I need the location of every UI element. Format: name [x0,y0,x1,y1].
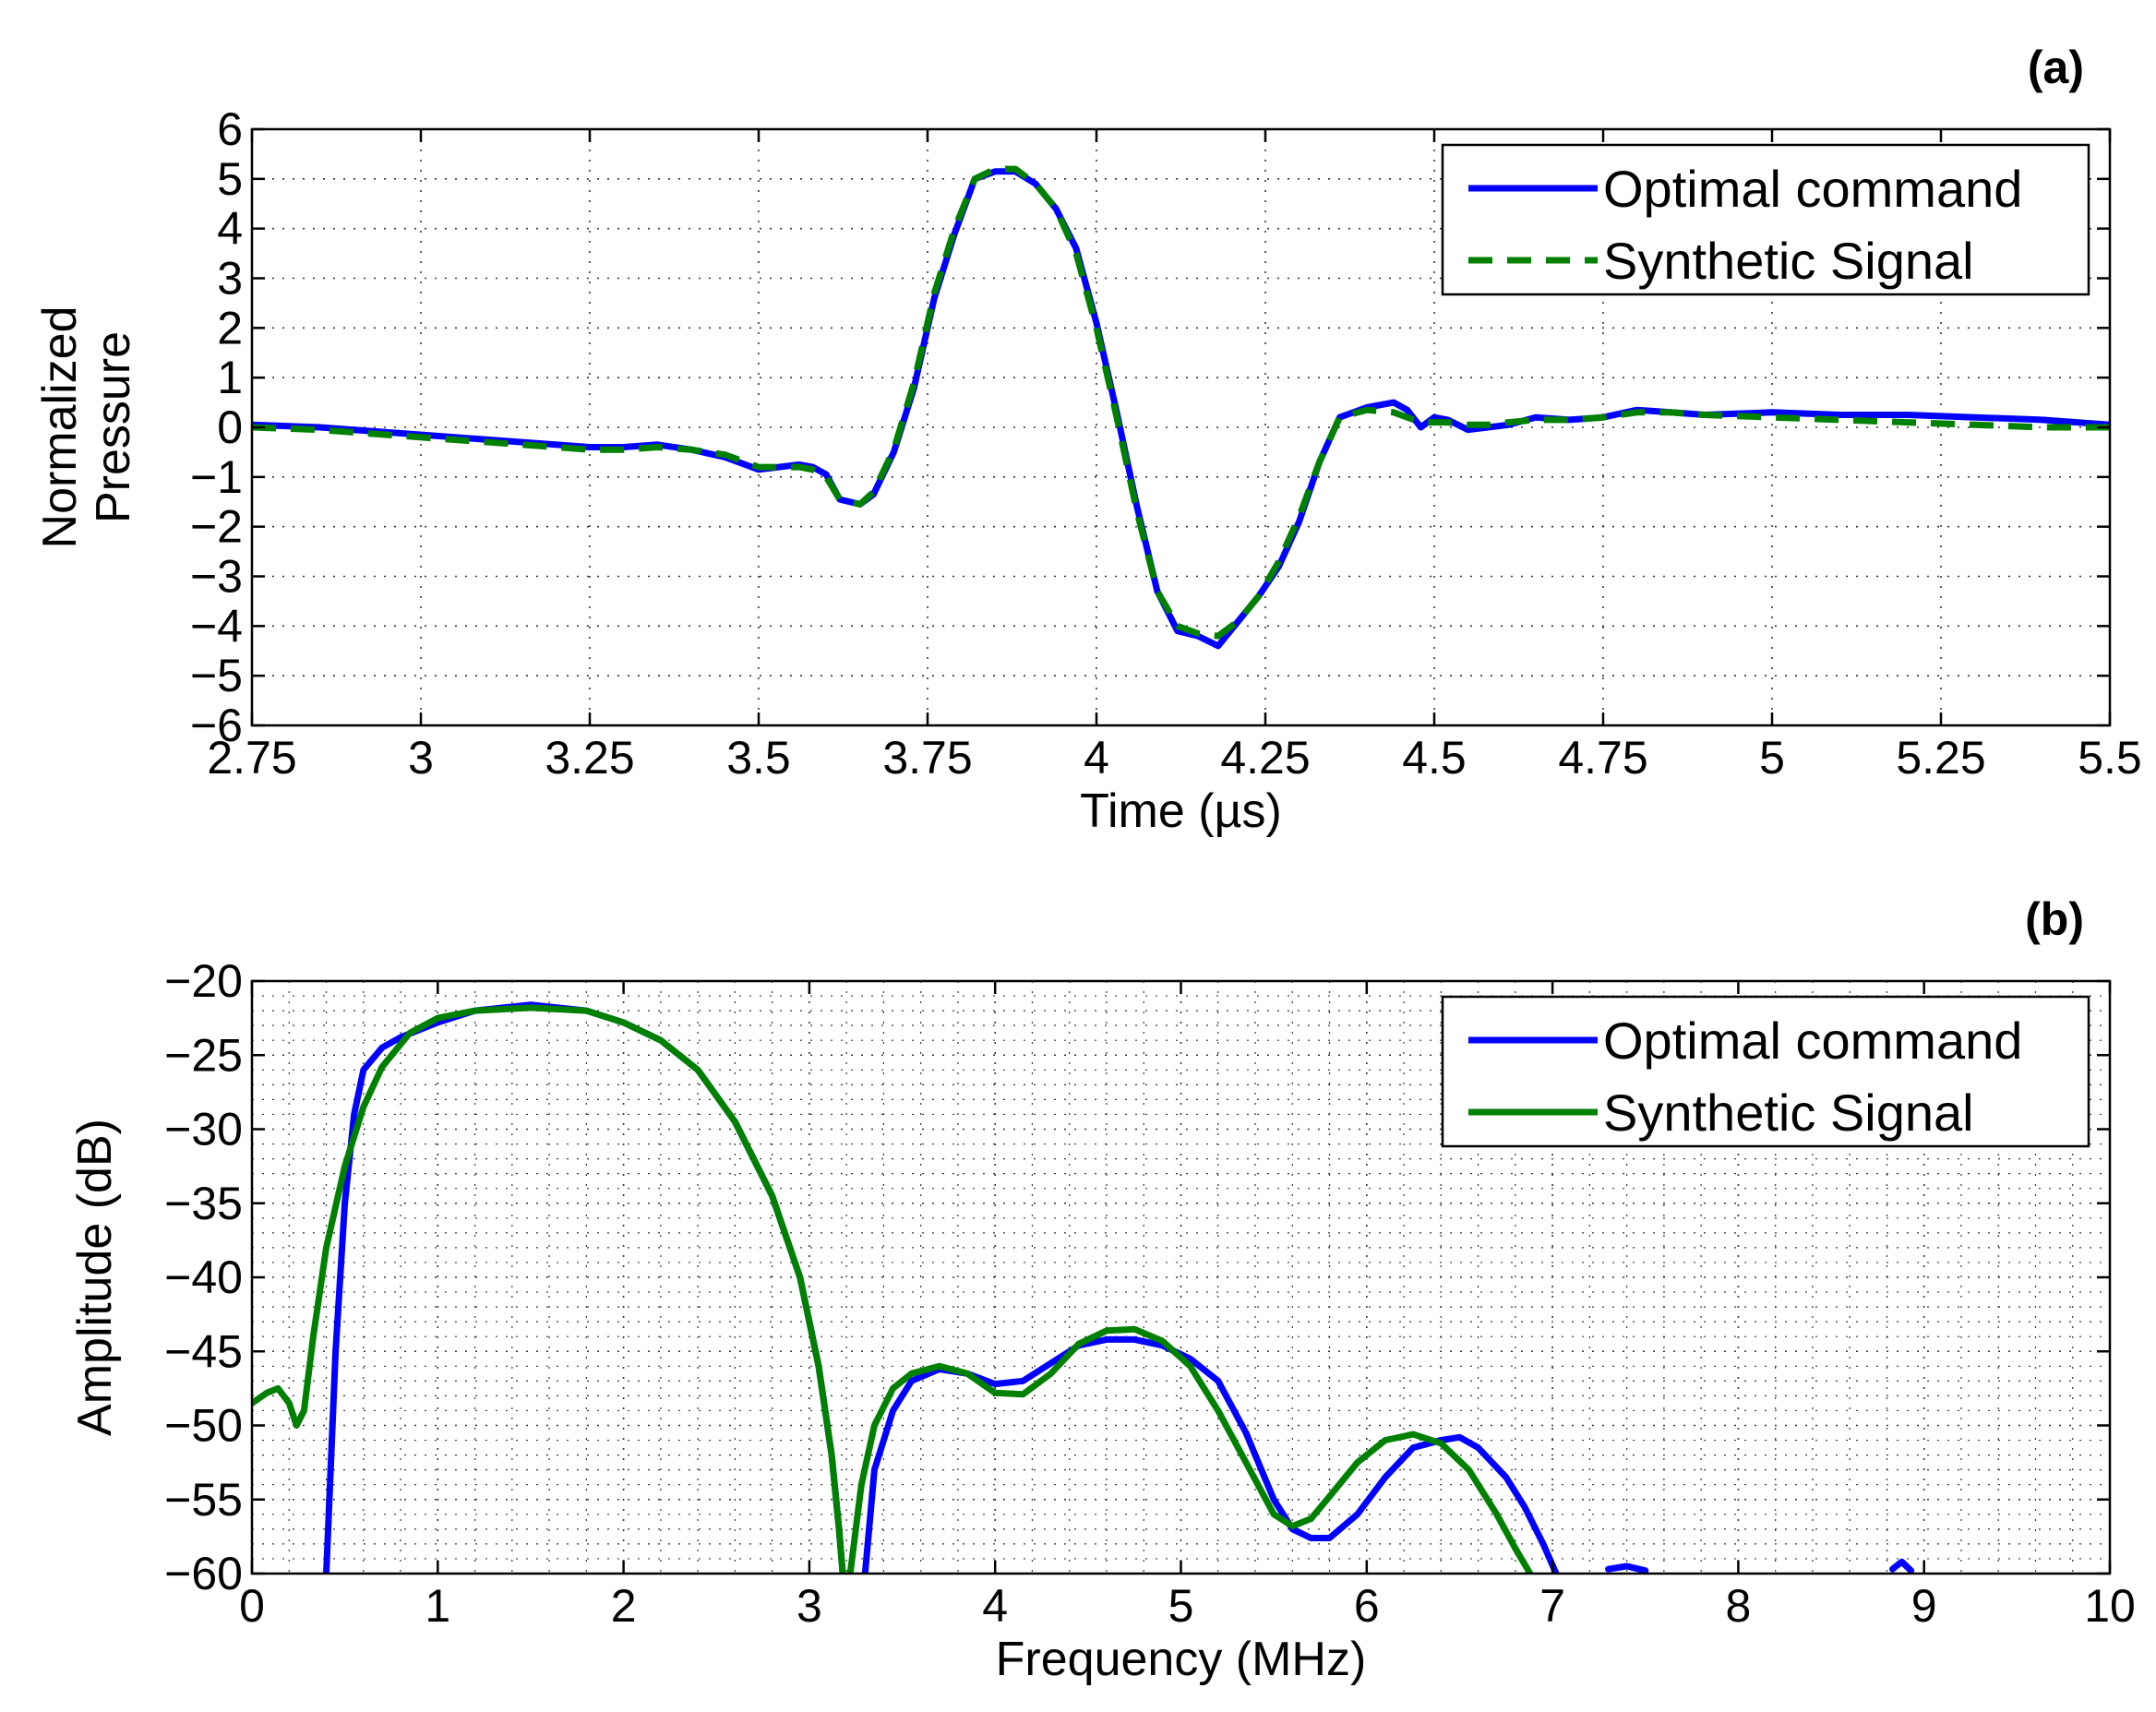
chart2-x-tick-label: 7 [1539,1580,1565,1632]
chart2-y-axis-label: Amplitude (dB) [68,1119,122,1436]
chart2-x-ticks: 0 1 2 3 4 5 6 7 8 9 10 [239,981,2136,1632]
chart1-y-tick-label: 6 [217,103,243,155]
chart2-y-tick-label: −55 [164,1474,243,1526]
chart1-x-tick-label: 4.75 [1558,732,1647,784]
chart2-y-tick-label: −30 [164,1104,243,1155]
chart1-series-2 [252,165,2110,640]
chart2-x-tick-label: 9 [1911,1580,1937,1632]
chart1-x-tick-label: 4.5 [1402,732,1467,784]
chart1-x-tick-label: 3.5 [726,732,791,784]
chart1-y-tick-label: −3 [190,551,243,603]
chart1-y-tick-label: −4 [190,600,243,652]
chart2-x-axis-label: Frequency (MHz) [996,1633,1367,1686]
chart1-y-tick-label: −6 [190,700,243,751]
chart2-x-tick-label: 5 [1168,1580,1194,1632]
chart1-y-tick-label: 4 [217,203,243,255]
chart2-y-tick-label: −35 [164,1178,243,1229]
chart1-y-tick-label: 3 [217,253,243,305]
chart1-x-tick-label: 3 [408,732,434,784]
chart1-y-tick-label: −2 [190,501,243,553]
chart1-x-tick-label: 5.5 [2078,732,2142,784]
chart2-series-1-line [1605,1562,1649,1574]
chart1-legend-label-2: Synthetic Signal [1603,232,1974,290]
chart1-x-axis-label: Time (µs) [1080,784,1282,838]
panel-a-time-domain: 2.75 3 3.25 3.5 3.75 4 4.25 4.5 4.75 5 5.25 5.5−6−5… [33,42,2142,838]
chart2-y-tick-label: −25 [164,1029,243,1081]
chart2-panel-label: (b) [2025,893,2084,945]
chart1-y-axis-label-line1: Normalized [33,306,87,549]
chart2-y-ticks: −60 −55 −50 −45 −40 −35 −30 −25 −20 [164,955,2110,1599]
chart1-x-tick-label: 5.25 [1896,732,1985,784]
chart1-y-tick-label: 5 [217,153,243,205]
chart2-legend: Optimal command Synthetic Signal [1441,995,2090,1148]
chart1-x-tick-label: 3.75 [882,732,972,784]
chart2-series-2-line [252,1004,846,1574]
chart2-legend-label-1: Optimal command [1603,1012,2022,1070]
chart1-x-tick-label: 2.75 [207,732,296,784]
chart2-y-tick-label: −50 [164,1400,243,1452]
chart1-x-tick-label: 4 [1084,732,1109,784]
chart2-series-2 [252,1004,1534,1574]
chart2-series-2-line [846,1325,1534,1574]
chart2-x-tick-label: 0 [239,1580,265,1632]
chart1-legend: Optimal command Synthetic Signal [1441,143,2090,296]
chart1-y-tick-label: 2 [217,302,243,353]
chart1-x-tick-label: 5 [1759,732,1785,784]
chart1-x-ticks: 2.75 3 3.25 3.5 3.75 4 4.25 4.5 4.75 5 5.25 5.5 [207,129,2142,784]
chart2-y-tick-label: −40 [164,1251,243,1303]
chart1-y-tick-label: 1 [217,352,243,403]
chart1-y-tick-label: −1 [190,451,243,503]
chart2-y-tick-label: −45 [164,1325,243,1377]
chart2-x-tick-label: 1 [425,1580,450,1632]
chart2-x-tick-label: 8 [1725,1580,1751,1632]
chart1-x-tick-label: 3.25 [545,732,634,784]
chart2-y-tick-label: −20 [164,955,243,1007]
chart1-legend-label-1: Optimal command [1603,160,2022,218]
panel-b-frequency-spectrum: 0 1 2 3 4 5 6 7 8 9 10 −60 −55 −50 −45 −40 −35 −30 −25 −20 F… [68,893,2136,1686]
chart1-x-tick-label: 4.25 [1220,732,1310,784]
chart1-legend-box [1441,143,2090,296]
chart2-x-tick-label: 6 [1354,1580,1380,1632]
chart1-series-2-line [252,165,2110,640]
chart1-y-axis-label-line2: Pressure [87,331,140,523]
chart2-grid [252,981,2110,1574]
chart2-legend-label-2: Synthetic Signal [1603,1083,1974,1142]
chart2-x-tick-label: 2 [611,1580,637,1632]
chart2-y-tick-label: −60 [164,1548,243,1599]
chart2-x-tick-label: 10 [2084,1580,2136,1632]
chart2-x-tick-label: 4 [982,1580,1008,1632]
chart1-panel-label: (a) [2028,42,2084,93]
chart2-x-tick-label: 3 [797,1580,822,1632]
chart2-series-1-line [1889,1558,1915,1574]
chart1-y-tick-label: −5 [190,650,243,701]
chart1-y-tick-label: 0 [217,401,243,453]
chart2-legend-box [1441,995,2090,1148]
